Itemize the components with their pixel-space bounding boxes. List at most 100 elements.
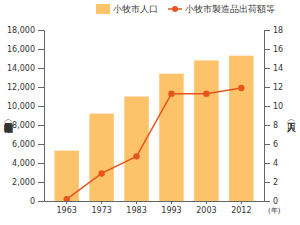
y2-axis: 0 2 4 6 8 10 12 14 16 18 [264, 26, 283, 206]
tick-mark [264, 30, 270, 31]
tick-mark [264, 106, 270, 107]
tick: 18,000 [7, 26, 44, 35]
tick-label: 12,000 [7, 83, 35, 92]
tick: 1963 [57, 201, 77, 215]
tick-mark [38, 201, 44, 202]
tick-mark [38, 163, 44, 164]
axis-line [264, 31, 265, 202]
tick-label: 10 [273, 102, 283, 111]
marker [63, 196, 69, 201]
axis-line [44, 31, 45, 202]
bar [89, 114, 113, 201]
tick: 6 [264, 140, 278, 149]
tick: 1973 [91, 201, 111, 215]
tick-mark [171, 201, 172, 204]
tick: 8,000 [12, 121, 44, 130]
tick: 16,000 [7, 45, 44, 54]
tick-mark [38, 106, 44, 107]
marker [203, 90, 209, 96]
tick-mark [38, 125, 44, 126]
tick-label: 2003 [196, 206, 216, 215]
tick: 2,000 [12, 178, 44, 187]
tick-mark [264, 201, 270, 202]
tick-mark [264, 87, 270, 88]
legend: 小牧市人口 小牧市製造品出荷額等 [96, 4, 275, 14]
tick-label: 0 [273, 197, 278, 206]
tick: 1993 [161, 201, 181, 215]
bar [159, 74, 183, 201]
marker [168, 90, 174, 96]
tick-mark [38, 49, 44, 50]
tick-mark [241, 201, 242, 204]
tick: 8 [264, 121, 278, 130]
tick-label: 1963 [57, 206, 77, 215]
tick: 16 [264, 45, 283, 54]
legend-label: 小牧市製造品出荷額等 [185, 4, 275, 14]
tick: 2003 [196, 201, 216, 215]
legend-marker [172, 6, 178, 12]
tick-mark [66, 201, 67, 204]
tick-mark [206, 201, 207, 204]
bar [194, 60, 218, 201]
legend-swatch [96, 4, 110, 14]
y2-axis-title: 人口（万人） [288, 119, 297, 133]
tick-label: 6 [273, 140, 278, 149]
y-axis: 02,0004,0006,0008,00010,00012,00014,0001… [7, 26, 45, 206]
tick-mark [264, 68, 270, 69]
tick-label: 4 [273, 159, 278, 168]
tick-label: 0 [30, 197, 35, 206]
tick: 12,000 [7, 83, 44, 92]
marks [54, 56, 253, 201]
tick: 12 [264, 83, 283, 92]
tick-label: 18,000 [7, 26, 35, 35]
tick-label: 12 [273, 83, 283, 92]
tick-label: 14 [273, 64, 283, 73]
tick: 0 [30, 197, 44, 206]
tick-mark [136, 201, 137, 204]
tick-mark [264, 182, 270, 183]
tick: 1983 [126, 201, 146, 215]
tick: 14 [264, 64, 283, 73]
tick-mark [38, 68, 44, 69]
tick-mark [264, 163, 270, 164]
tick-mark [264, 144, 270, 145]
tick-label: 18 [273, 26, 283, 35]
tick-label: 1983 [126, 206, 146, 215]
tick: 10,000 [7, 102, 44, 111]
chart: 02,0004,0006,0008,00010,00012,00014,0001… [0, 0, 300, 225]
bar [124, 97, 148, 202]
marker [238, 85, 244, 91]
tick-label: 4,000 [12, 159, 35, 168]
tick-label: 2,000 [12, 178, 35, 187]
tick-mark [264, 49, 270, 50]
x-axis: 1963 1973 1983 1993 2003 2012 [45, 201, 265, 215]
tick-label: 1993 [161, 206, 181, 215]
tick-label: 2 [273, 178, 278, 187]
tick: 2012 [231, 201, 251, 215]
tick-label: 16 [273, 45, 283, 54]
tick-mark [38, 182, 44, 183]
tick: 4 [264, 159, 278, 168]
tick-mark [101, 201, 102, 204]
bar [229, 56, 253, 201]
tick-mark [264, 125, 270, 126]
tick: 10 [264, 102, 283, 111]
legend-label: 小牧市人口 [113, 4, 158, 14]
marker [98, 170, 104, 176]
tick: 0 [264, 197, 278, 206]
x-axis-title: (年) [268, 207, 281, 215]
axis-line [45, 201, 265, 202]
tick: 4,000 [12, 159, 44, 168]
tick: 14,000 [7, 64, 44, 73]
tick-mark [38, 144, 44, 145]
tick-mark [38, 87, 44, 88]
tick-label: 1973 [91, 206, 111, 215]
marker [133, 153, 139, 159]
tick-label: 14,000 [7, 64, 35, 73]
tick-label: 16,000 [7, 45, 35, 54]
line [67, 88, 242, 199]
tick-label: 8,000 [12, 121, 35, 130]
tick-label: 8 [273, 121, 278, 130]
y-axis-title: 小牧市製造品出荷額等（億円） [5, 119, 14, 134]
tick-label: 2012 [231, 206, 251, 215]
